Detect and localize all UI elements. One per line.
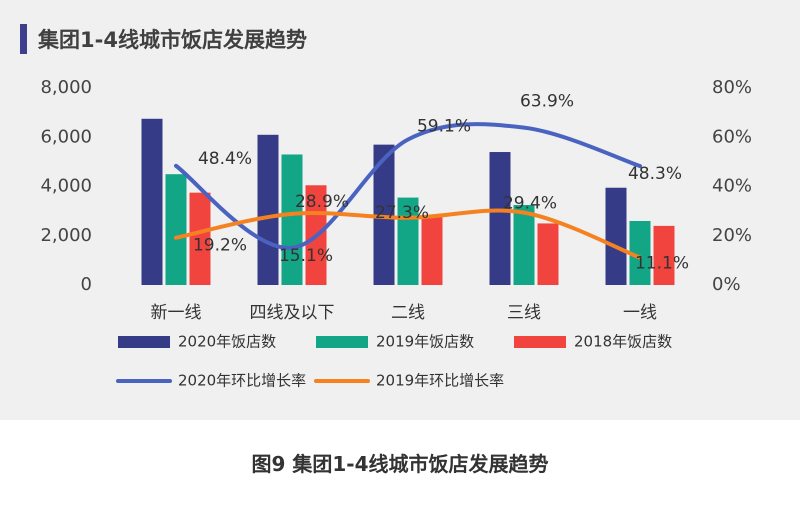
- legend-label-3: 2018年饭店数: [574, 333, 672, 351]
- data-label-1-5: 48.3%: [628, 164, 682, 184]
- bar-1-1: [141, 118, 163, 285]
- data-label-2-2: 28.9%: [295, 192, 349, 212]
- x-tick-1: 新一线: [151, 303, 202, 323]
- data-label-2-3: 27.3%: [375, 203, 429, 223]
- data-label-2-4: 29.4%: [503, 194, 557, 214]
- y-right-tick-3: 40%: [712, 176, 752, 197]
- bar-1-3: [373, 144, 395, 285]
- x-tick-3: 二线: [391, 303, 425, 323]
- legend-line-label-1: 2020年环比增长率: [178, 372, 306, 390]
- legend: 2020年饭店数 2019年饭店数 2018年饭店数 2020年环比增长率 2019年环…: [116, 333, 672, 390]
- data-label-1-3: 59.1%: [417, 116, 471, 136]
- x-tick-2: 四线及以下: [250, 303, 335, 323]
- bar-1-4: [489, 152, 511, 285]
- data-label-2-5: 11.1%: [635, 254, 689, 274]
- bar-3-5: [653, 225, 675, 285]
- x-tick-5: 一线: [623, 303, 657, 323]
- figure-caption: 图9 集团1-4线城市饭店发展趋势: [251, 452, 549, 476]
- y-left-tick-3: 4,000: [40, 176, 92, 197]
- y-right-tick-1: 0%: [712, 274, 741, 295]
- bar-3-3: [421, 216, 443, 285]
- y-left-tick-4: 6,000: [40, 126, 92, 147]
- data-label-2-1: 19.2%: [193, 236, 247, 256]
- bar-3-4: [537, 223, 559, 285]
- bar-1-2: [257, 134, 279, 285]
- data-label-1-2: 15.1%: [279, 246, 333, 266]
- axis-layer: 0 2,000 4,000 6,000 8,000 0% 20% 40% 60% 80% 新一线 四线…: [40, 77, 752, 323]
- title-accent-bar: [20, 24, 27, 54]
- bar-1-5: [605, 187, 627, 285]
- legend-label-1: 2020年饭店数: [178, 333, 276, 351]
- bar-3-1: [189, 192, 211, 285]
- y-left-tick-5: 8,000: [40, 77, 92, 98]
- data-label-1-1: 48.4%: [198, 149, 252, 169]
- line-layer: [174, 122, 642, 260]
- line-series-1: [174, 122, 642, 250]
- legend-swatch-1: [118, 336, 170, 348]
- bar-2-4: [513, 204, 535, 285]
- y-left-tick-1: 0: [81, 274, 92, 295]
- chart-title: 集团1-4线城市饭店发展趋势: [38, 28, 307, 52]
- data-label-1-4: 63.9%: [520, 92, 574, 112]
- x-tick-4: 三线: [507, 303, 541, 323]
- line-series-2: [174, 208, 642, 260]
- data-label-layer: 48.4% 15.1% 59.1% 63.9% 48.3% 19.2% 28.9% 27.3%…: [193, 92, 689, 274]
- y-right-tick-4: 60%: [712, 126, 752, 147]
- bar-2-1: [165, 174, 187, 285]
- chart-svg: 0 2,000 4,000 6,000 8,000 0% 20% 40% 60% 80% 新一线 四线…: [40, 77, 752, 390]
- bar-2-5: [629, 220, 651, 285]
- legend-swatch-2: [316, 336, 368, 348]
- y-right-tick-2: 20%: [712, 225, 752, 246]
- legend-line-label-2: 2019年环比增长率: [376, 372, 504, 390]
- bar-2-2: [281, 154, 303, 285]
- legend-swatch-3: [514, 336, 566, 348]
- y-right-tick-5: 80%: [712, 77, 752, 98]
- bar-layer: [141, 118, 675, 285]
- legend-label-2: 2019年饭店数: [376, 333, 474, 351]
- y-left-tick-2: 2,000: [40, 225, 92, 246]
